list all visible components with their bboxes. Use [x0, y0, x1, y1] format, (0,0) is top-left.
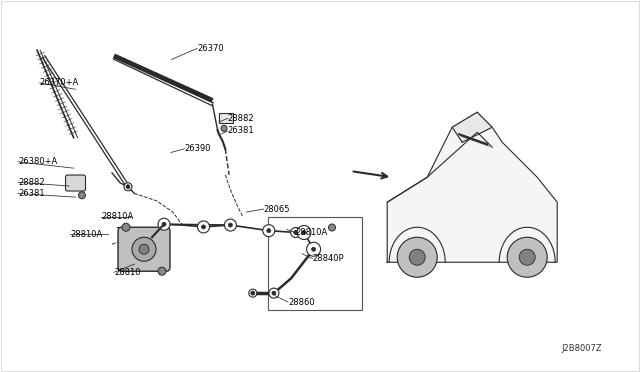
Circle shape: [272, 291, 276, 295]
Circle shape: [302, 231, 306, 234]
FancyBboxPatch shape: [219, 113, 233, 123]
Text: 28840P: 28840P: [312, 254, 344, 263]
Circle shape: [307, 242, 321, 256]
Circle shape: [221, 125, 227, 131]
Circle shape: [269, 288, 279, 298]
Text: 28810A: 28810A: [101, 212, 133, 221]
Circle shape: [519, 249, 535, 265]
Circle shape: [508, 237, 547, 277]
Circle shape: [79, 192, 85, 199]
Circle shape: [225, 219, 236, 231]
Circle shape: [122, 223, 130, 231]
Circle shape: [139, 244, 149, 254]
Text: 28810: 28810: [114, 268, 140, 277]
Text: 26381: 26381: [228, 126, 255, 135]
Circle shape: [297, 225, 311, 240]
Text: J2B8007Z: J2B8007Z: [561, 344, 602, 353]
Text: 28860: 28860: [288, 298, 315, 307]
Text: 26381: 26381: [18, 189, 45, 198]
Circle shape: [126, 185, 130, 189]
Circle shape: [291, 228, 301, 237]
Circle shape: [132, 237, 156, 261]
Circle shape: [249, 289, 257, 297]
Circle shape: [251, 291, 255, 295]
Circle shape: [202, 225, 205, 229]
Text: 26380+A: 26380+A: [18, 157, 57, 166]
Circle shape: [158, 218, 170, 230]
Circle shape: [162, 222, 166, 226]
Circle shape: [124, 183, 132, 191]
Circle shape: [409, 249, 425, 265]
Text: 28882: 28882: [18, 178, 45, 187]
Circle shape: [312, 247, 316, 251]
Text: 26390: 26390: [184, 144, 211, 153]
Text: 26370: 26370: [197, 44, 224, 53]
Bar: [268, 217, 362, 310]
Circle shape: [267, 229, 271, 232]
Circle shape: [158, 267, 166, 275]
Circle shape: [397, 237, 437, 277]
Circle shape: [294, 231, 298, 234]
Polygon shape: [452, 112, 492, 142]
Text: 28065: 28065: [264, 205, 290, 214]
Text: 28810A: 28810A: [296, 228, 328, 237]
Circle shape: [328, 224, 335, 231]
Text: 28882: 28882: [228, 114, 255, 123]
Circle shape: [263, 225, 275, 237]
Text: 26370+A: 26370+A: [40, 78, 79, 87]
FancyBboxPatch shape: [118, 227, 170, 271]
Circle shape: [198, 221, 209, 233]
Text: 28810A: 28810A: [70, 230, 102, 239]
Polygon shape: [387, 112, 557, 262]
FancyBboxPatch shape: [65, 175, 86, 191]
Circle shape: [228, 223, 232, 227]
